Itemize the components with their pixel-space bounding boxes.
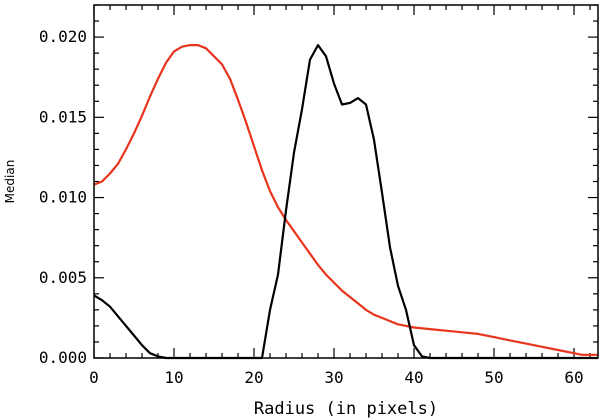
x-tick-label: 0 <box>89 368 99 387</box>
x-tick-label: 60 <box>564 368 583 387</box>
series-layer <box>93 43 598 360</box>
x-axis-title: Radius (in pixels) <box>254 399 438 419</box>
y-tick-label: 0.005 <box>39 268 87 287</box>
x-tick-label: 30 <box>324 368 343 387</box>
y-tick-label: 0.000 <box>39 348 87 367</box>
x-tick-label: 50 <box>484 368 503 387</box>
series-line-1 <box>93 43 598 356</box>
x-tick-label: 20 <box>244 368 263 387</box>
y-tick-label: 0.020 <box>39 27 87 46</box>
axis-ticks <box>93 4 598 359</box>
x-tick-label: 10 <box>164 368 183 387</box>
series-line-2 <box>93 43 598 360</box>
y-axis-title: Median <box>3 160 17 204</box>
plot-frame <box>93 4 599 359</box>
tick-labels: 0 10 20 30 40 50 60 0.000 0.005 0.010 0.015 0.020 <box>39 27 584 387</box>
y-tick-label: 0.010 <box>39 188 87 207</box>
x-tick-label: 40 <box>404 368 423 387</box>
y-tick-label: 0.015 <box>39 107 87 126</box>
